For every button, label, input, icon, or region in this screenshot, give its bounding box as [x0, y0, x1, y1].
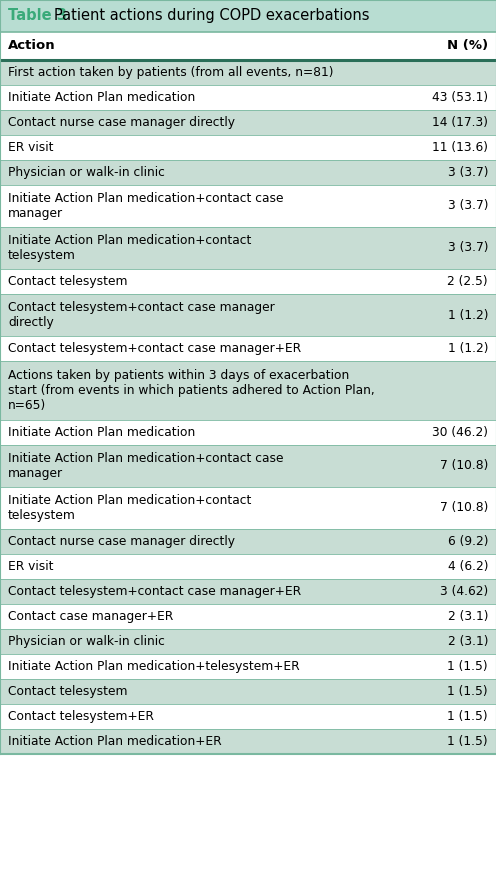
Text: Initiate Action Plan medication+ER: Initiate Action Plan medication+ER [8, 735, 222, 748]
Bar [0, 629, 496, 654]
Bar [0, 729, 496, 754]
Text: 2 (3.1): 2 (3.1) [447, 635, 488, 648]
Text: 3 (3.7): 3 (3.7) [447, 166, 488, 179]
Text: Contact nurse case manager directly: Contact nurse case manager directly [8, 116, 235, 129]
Text: Contact telesystem+contact case manager+ER: Contact telesystem+contact case manager+… [8, 585, 301, 598]
Text: 3 (4.62): 3 (4.62) [440, 585, 488, 598]
Text: Table 3: Table 3 [8, 9, 67, 23]
Text: Contact case manager+ER: Contact case manager+ER [8, 610, 173, 623]
Text: Contact nurse case manager directly: Contact nurse case manager directly [8, 535, 235, 548]
Text: n=65): n=65) [8, 399, 46, 411]
Text: 7 (10.8): 7 (10.8) [439, 502, 488, 514]
Text: 3 (3.7): 3 (3.7) [447, 242, 488, 255]
Text: 2 (3.1): 2 (3.1) [447, 610, 488, 623]
Bar [0, 85, 496, 110]
Text: telesystem: telesystem [8, 249, 76, 262]
Text: start (from events in which patients adhered to Action Plan,: start (from events in which patients adh… [8, 384, 375, 397]
Text: 11 (13.6): 11 (13.6) [432, 141, 488, 154]
Text: 14 (17.3): 14 (17.3) [432, 116, 488, 129]
Text: 1 (1.5): 1 (1.5) [447, 710, 488, 723]
Text: First action taken by patients (from all events, n=81): First action taken by patients (from all… [8, 66, 333, 79]
Text: Initiate Action Plan medication+contact case: Initiate Action Plan medication+contact … [8, 452, 284, 465]
Text: Initiate Action Plan medication+contact: Initiate Action Plan medication+contact [8, 495, 251, 507]
Bar [0, 420, 496, 445]
Text: 30 (46.2): 30 (46.2) [432, 426, 488, 439]
Text: 7 (10.8): 7 (10.8) [439, 459, 488, 472]
Text: Contact telesystem: Contact telesystem [8, 685, 127, 698]
Text: Initiate Action Plan medication+telesystem+ER: Initiate Action Plan medication+telesyst… [8, 660, 300, 673]
Bar [0, 679, 496, 704]
Bar [0, 160, 496, 185]
Text: 6 (9.2): 6 (9.2) [447, 535, 488, 548]
Text: manager: manager [8, 207, 63, 219]
Bar [0, 445, 496, 487]
Bar [0, 0, 496, 32]
Bar [0, 227, 496, 269]
Text: N (%): N (%) [447, 39, 488, 52]
Text: Actions taken by patients within 3 days of exacerbation: Actions taken by patients within 3 days … [8, 369, 349, 383]
Bar [0, 704, 496, 729]
Text: Initiate Action Plan medication: Initiate Action Plan medication [8, 426, 195, 439]
Text: Physician or walk-in clinic: Physician or walk-in clinic [8, 166, 165, 179]
Text: Initiate Action Plan medication+contact: Initiate Action Plan medication+contact [8, 234, 251, 247]
Bar [0, 579, 496, 604]
Bar [0, 269, 496, 294]
Bar [0, 60, 496, 85]
Text: 43 (53.1): 43 (53.1) [432, 91, 488, 104]
Text: 2 (2.5): 2 (2.5) [447, 275, 488, 288]
Text: 3 (3.7): 3 (3.7) [447, 200, 488, 212]
Text: 1 (1.5): 1 (1.5) [447, 735, 488, 748]
Text: telesystem: telesystem [8, 509, 76, 522]
Text: manager: manager [8, 467, 63, 480]
Text: 1 (1.5): 1 (1.5) [447, 660, 488, 673]
Bar [0, 294, 496, 336]
Text: 1 (1.5): 1 (1.5) [447, 685, 488, 698]
Text: Contact telesystem+contact case manager: Contact telesystem+contact case manager [8, 301, 275, 314]
Bar [0, 529, 496, 554]
Text: Physician or walk-in clinic: Physician or walk-in clinic [8, 635, 165, 648]
Text: 1 (1.2): 1 (1.2) [447, 342, 488, 355]
Bar [0, 554, 496, 579]
Text: Initiate Action Plan medication+contact case: Initiate Action Plan medication+contact … [8, 192, 284, 205]
Text: ER visit: ER visit [8, 141, 54, 154]
Bar [0, 604, 496, 629]
Bar [0, 110, 496, 135]
Text: Patient actions during COPD exacerbations: Patient actions during COPD exacerbation… [54, 9, 370, 23]
Text: Initiate Action Plan medication: Initiate Action Plan medication [8, 91, 195, 104]
Bar [0, 185, 496, 227]
Bar [0, 135, 496, 160]
Bar [0, 487, 496, 529]
Bar [0, 336, 496, 361]
Text: ER visit: ER visit [8, 560, 54, 573]
Bar [0, 361, 496, 420]
Bar [0, 32, 496, 60]
Bar [0, 654, 496, 679]
Text: Contact telesystem+ER: Contact telesystem+ER [8, 710, 154, 723]
Text: directly: directly [8, 316, 54, 329]
Text: Contact telesystem+contact case manager+ER: Contact telesystem+contact case manager+… [8, 342, 301, 355]
Text: Contact telesystem: Contact telesystem [8, 275, 127, 288]
Text: Action: Action [8, 39, 56, 52]
Text: 1 (1.2): 1 (1.2) [447, 308, 488, 321]
Text: 4 (6.2): 4 (6.2) [447, 560, 488, 573]
